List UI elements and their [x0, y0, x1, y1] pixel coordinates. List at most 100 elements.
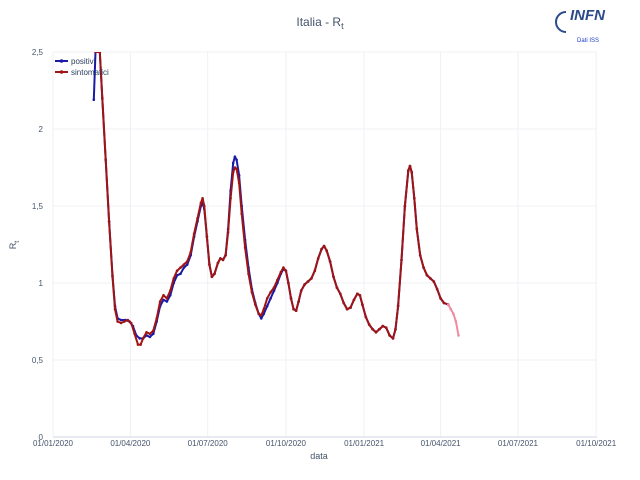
- data-point-sintomatici: [394, 327, 397, 331]
- data-point-sintomatici: [361, 303, 364, 306]
- x-tick-label: 01/10/2021: [576, 439, 617, 448]
- data-point-sintomatici: [229, 197, 232, 200]
- data-point-sintomatici: [400, 258, 403, 262]
- data-point-sintomatici: [439, 297, 442, 300]
- data-point-sintomatici: [216, 261, 220, 265]
- y-tick-label: 0,5: [32, 356, 44, 365]
- data-point-sintomatici: [322, 244, 326, 248]
- data-point-sintomatici: [425, 274, 429, 277]
- data-point-sintomatici: [186, 260, 189, 263]
- data-point-sintomatici: [413, 197, 416, 200]
- data-point-sintomatici: [388, 334, 391, 337]
- x-tick-label: 01/04/2020: [110, 439, 151, 448]
- data-point-projection: [449, 307, 453, 311]
- series-line-sintomatici: [94, 52, 450, 346]
- data-point-sintomatici: [279, 270, 283, 274]
- data-point-sintomatici: [332, 275, 335, 279]
- data-point-sintomatici: [435, 287, 439, 291]
- y-axis-label-text: R: [8, 242, 18, 249]
- x-tick-label: 01/04/2021: [421, 439, 462, 448]
- data-point-sintomatici: [432, 280, 436, 283]
- data-point-sintomatici: [352, 298, 356, 302]
- data-point-positivi: [182, 266, 186, 269]
- series-line-positivi: [92, 52, 450, 340]
- y-tick-label: 0: [39, 433, 44, 442]
- data-point-sintomatici: [233, 166, 237, 169]
- data-point-positivi: [138, 337, 141, 340]
- data-point-projection: [457, 334, 460, 337]
- data-point-sintomatici: [310, 277, 313, 280]
- data-point-sintomatici: [345, 307, 349, 311]
- x-tick-label: 01/01/2021: [344, 439, 385, 448]
- data-point-sintomatici: [422, 266, 425, 269]
- data-point-sintomatici: [129, 321, 133, 325]
- x-tick-label: 01/01/2020: [33, 439, 74, 448]
- data-point-sintomatici: [155, 317, 158, 320]
- data-point-sintomatici: [391, 337, 395, 340]
- data-point-sintomatici: [276, 278, 279, 282]
- data-point-sintomatici: [371, 327, 374, 331]
- data-point-sintomatici: [179, 266, 182, 269]
- data-point-sintomatici: [243, 246, 247, 249]
- data-point-sintomatici: [364, 315, 368, 319]
- data-point-sintomatici: [272, 286, 276, 289]
- data-point-sintomatici: [201, 197, 204, 200]
- data-point-sintomatici: [189, 250, 192, 254]
- y-tick-label: 2,5: [32, 48, 44, 57]
- data-point-sintomatici: [325, 249, 329, 252]
- data-point-sintomatici: [384, 326, 388, 330]
- data-point-sintomatici: [284, 269, 288, 273]
- data-point-sintomatici: [339, 292, 342, 296]
- data-point-positivi: [265, 304, 269, 308]
- data-point-positivi: [169, 294, 172, 297]
- data-point-sintomatici: [145, 331, 148, 334]
- data-point-sintomatici: [292, 307, 295, 311]
- data-point-sintomatici: [226, 230, 230, 234]
- data-point-sintomatici: [210, 275, 214, 279]
- legend-sintomatici-label[interactable]: sintomatici: [71, 68, 109, 77]
- data-point-sintomatici: [205, 235, 209, 239]
- data-point-projection: [447, 303, 450, 306]
- data-point-sintomatici: [165, 297, 169, 300]
- data-point-sintomatici: [107, 220, 111, 223]
- data-point-sintomatici: [113, 307, 117, 311]
- data-point-positivi: [233, 155, 237, 158]
- legend-positivi-label[interactable]: positivi: [71, 57, 96, 66]
- data-point-sintomatici: [407, 169, 410, 172]
- data-point-sintomatici: [126, 318, 130, 322]
- data-point-sintomatici: [158, 300, 162, 303]
- y-axis-ticks: 0 0,5 1 1,5 2 2,5: [32, 48, 44, 442]
- chart-title-text: Italia - R: [296, 15, 341, 29]
- data-point-sintomatici: [306, 280, 310, 283]
- data-point-sintomatici: [282, 266, 285, 269]
- data-point-sintomatici: [378, 327, 381, 331]
- data-point-positivi: [162, 298, 165, 302]
- x-tick-label: 01/07/2021: [498, 439, 539, 448]
- data-point-sintomatici: [289, 297, 293, 300]
- data-point-sintomatici: [219, 257, 222, 260]
- data-point-positivi: [186, 263, 189, 266]
- data-point-sintomatici: [162, 294, 165, 297]
- data-point-sintomatici: [257, 312, 261, 316]
- data-point-sintomatici: [208, 263, 211, 266]
- data-point-sintomatici: [403, 204, 407, 208]
- data-point-sintomatici: [262, 307, 266, 311]
- data-point-sintomatici: [235, 167, 238, 171]
- data-point-positivi: [179, 272, 182, 276]
- data-point-sintomatici: [111, 275, 114, 279]
- data-point-sintomatici: [231, 170, 235, 174]
- data-source-label: Dati ISS: [577, 38, 599, 44]
- data-point-projection: [454, 320, 458, 323]
- data-point-sintomatici: [133, 332, 136, 336]
- data-point-sintomatici: [335, 286, 339, 289]
- legend[interactable]: positivi sintomatici: [55, 57, 109, 77]
- data-point-sintomatici: [313, 269, 317, 273]
- data-point-sintomatici: [316, 257, 320, 260]
- data-point-sintomatici: [224, 254, 227, 257]
- data-point-sintomatici: [94, 52, 97, 54]
- series-layer: [92, 52, 460, 346]
- data-point-sintomatici: [342, 301, 346, 305]
- series-clip-group: [92, 52, 460, 346]
- data-point-sintomatici: [172, 277, 175, 280]
- data-point-sintomatici: [429, 277, 432, 280]
